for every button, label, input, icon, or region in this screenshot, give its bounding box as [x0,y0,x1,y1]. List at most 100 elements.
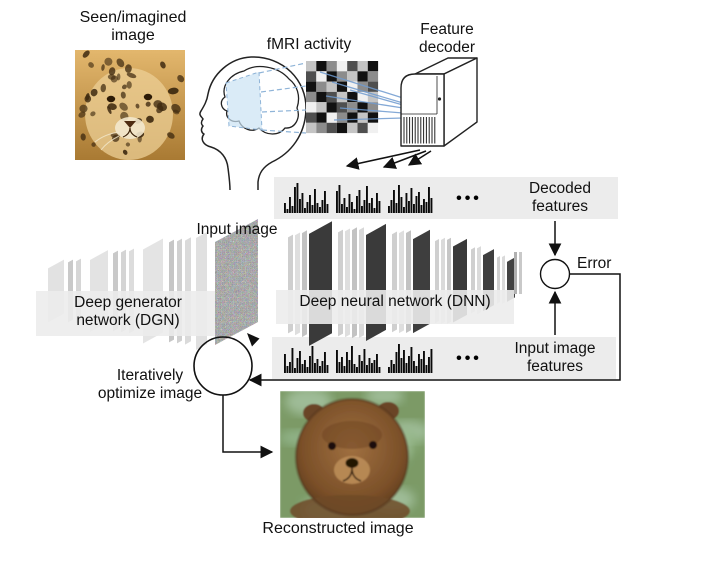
fmri-cell [306,91,317,103]
decoder-output-arrows [345,149,432,170]
feature-bar [336,350,338,373]
leopard-spot [107,106,112,114]
feature-bar [291,206,294,213]
fmri-activity-label: fMRI activity [266,36,352,53]
feature-bar [314,363,316,373]
leopard-spot [79,104,88,113]
fmri-cell [316,122,327,134]
feature-decoder-icon [400,57,478,147]
reconstructed-image [280,391,425,518]
leopard-spot [78,111,86,118]
feature-bar [418,192,420,213]
dnn-label: Deep neural network (DNN) [299,293,491,310]
feature-bar [284,354,286,373]
fmri-cell [347,81,358,92]
feature-bar [410,188,413,213]
feature-bar [378,201,381,213]
error-node-circle [539,258,571,290]
feature-bar [356,196,358,213]
feature-bar [398,344,400,373]
feature-bar [405,193,408,213]
feature-bar [319,207,321,213]
leopard-spot [172,109,180,115]
feature-bar [393,364,395,373]
feature-bar [425,365,428,373]
feature-bar [309,195,311,213]
dnn-output-bar [519,252,522,294]
feature-bar [353,209,356,213]
fmri-cell [357,112,368,123]
feature-bar [415,196,418,213]
leopard-spots [78,50,185,155]
dnn-label-backdrop [276,290,514,324]
feature-bar [400,358,403,373]
leopard-spot [82,50,90,58]
fmri-cell [326,112,337,123]
leopard-spot [156,102,168,112]
feature-bar [403,350,405,373]
feature-bar [368,203,371,213]
feature-bar [400,197,403,213]
feature-decoder-label: Feature decoder [418,21,475,56]
decoded-features-band [274,177,618,219]
leopard-spot [120,91,126,99]
feature-bar [294,368,296,373]
feature-bar [363,200,366,213]
dgn-label: Deep generator network (DGN) [74,294,182,329]
feature-bar [341,357,343,373]
fmri-cell [316,91,327,103]
leopard-spot [116,58,125,68]
fmri-cell [326,61,337,72]
fmri-cell [306,81,317,92]
feature-bar [289,197,291,213]
color-blotch [365,391,404,405]
leopard-spot [126,81,132,89]
fmri-cell [367,122,379,134]
fmri-cell [316,81,327,92]
feature-bar [373,208,376,213]
iterative-optimize-label: Iteratively optimize image [97,367,203,402]
feature-bar [351,202,353,213]
leopard-spot [177,75,185,83]
feature-bar [388,206,390,213]
feature-bar [343,366,346,373]
input-noise-image [215,219,258,345]
feature-bar [428,357,430,373]
fmri-cell [306,61,317,72]
leopard-spot [119,102,128,111]
feature-bar [348,360,351,373]
feature-bar [361,361,363,373]
feature-bar [366,365,368,373]
feature-bar [361,206,363,213]
brain-to-grid-projection-lines [258,62,307,134]
leopard-spot [125,142,130,147]
leopard-spot [91,142,96,147]
leopard-spot [116,73,121,81]
fmri-cell [336,81,348,92]
leopard-spot [121,84,127,90]
fmri-cell [357,102,368,113]
feature-bar [428,187,430,213]
feature-bar [338,362,341,373]
leopard-spot [146,115,154,123]
feature-bar [356,367,358,373]
dnn-output-bar [514,252,517,294]
feature-bar [403,207,405,213]
dgn-label-backdrop [36,291,216,336]
feature-bar [353,364,356,373]
feature-bar [390,360,393,373]
feature-bar [398,185,400,213]
reconstructed-image-label: Reconstructed image [262,520,414,537]
feature-bar [413,204,415,213]
input-image-features-label: Input image features [514,340,596,375]
error-label: Error [577,255,612,272]
feature-bar [284,203,286,213]
feature-bar [395,203,398,213]
fmri-cell [367,81,379,92]
leopard-spot [80,133,86,141]
feature-bar [393,190,395,213]
feature-bar [286,209,289,213]
fmri-cell [357,122,368,134]
loop-arrowhead-icon [247,333,260,347]
